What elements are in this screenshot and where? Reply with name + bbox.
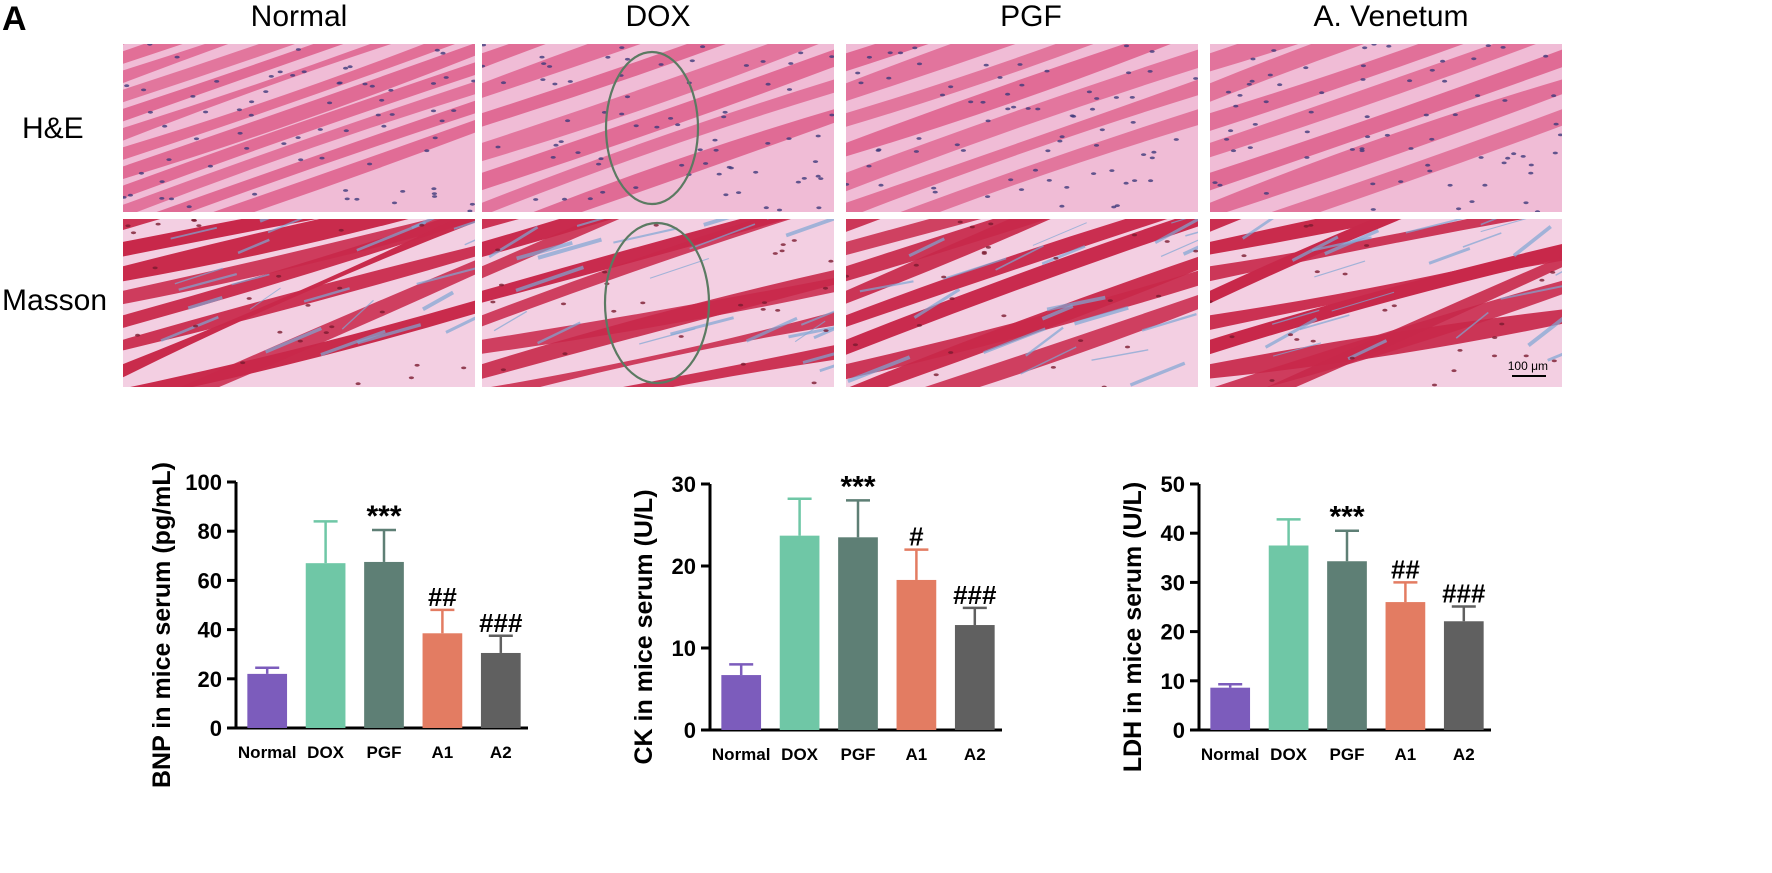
panel-b-y-tick-label: 100 xyxy=(185,470,222,495)
row-header-he: H&E xyxy=(22,112,84,145)
panel-b-y-tick-label: 0 xyxy=(210,716,222,741)
panel-b-y-tick-label: 60 xyxy=(198,568,222,593)
panel-b-y-tick-label: 40 xyxy=(198,618,222,643)
panel-d-y-tick-label: 10 xyxy=(1161,669,1185,694)
panel-c-y-tick-label: 20 xyxy=(672,554,696,579)
panel-d-significance-label: ## xyxy=(1391,554,1420,584)
panel-d-bar-pgf xyxy=(1327,561,1367,730)
panel-c-bar-a2 xyxy=(954,625,995,730)
panel-d-y-tick-label: 20 xyxy=(1161,620,1185,645)
panel-b-x-tick-label: A1 xyxy=(432,743,454,762)
panel-c-x-tick-label: A1 xyxy=(906,745,928,764)
scale-bar-label: 100 μm xyxy=(1507,359,1548,373)
panel-c-bar-normal xyxy=(721,675,762,730)
panel-d-x-tick-label: DOX xyxy=(1270,745,1308,764)
panel-b-bar-normal xyxy=(247,673,288,728)
panel-d-y-tick-label: 40 xyxy=(1161,521,1185,546)
panel-d-bar-dox xyxy=(1268,545,1309,730)
micrograph-he-pgf xyxy=(846,44,1198,212)
panel-b-significance-label: *** xyxy=(366,500,401,533)
panel-c-x-tick-label: DOX xyxy=(781,745,819,764)
row-header-masson: Masson xyxy=(2,284,108,317)
panel-d-y-tick-label: 0 xyxy=(1173,718,1185,743)
panel-d-y-axis-label: LDH in mice serum (U/L) xyxy=(1119,482,1147,772)
panel-d-y-tick-label: 30 xyxy=(1161,570,1185,595)
micrograph-masson-dox xyxy=(482,219,834,387)
panel-c-x-tick-label: Normal xyxy=(712,745,771,764)
column-header-normal: Normal xyxy=(250,0,348,33)
panel-b-bar-a1 xyxy=(422,633,463,728)
micrograph-he-dox xyxy=(482,44,834,212)
panel-c-x-tick-label: A2 xyxy=(964,745,986,764)
panel-d-y-tick-label: 50 xyxy=(1161,472,1185,497)
panel-c-significance-label: *** xyxy=(840,470,875,503)
micrograph-masson-a-venetum: 100 μm xyxy=(1210,219,1562,387)
panel-d-x-tick-label: A2 xyxy=(1453,745,1475,764)
panel-a-letter: A xyxy=(2,0,27,38)
micrograph-masson-pgf xyxy=(846,219,1198,387)
panel-c-y-tick-label: 0 xyxy=(684,718,696,743)
panel-d-x-tick-label: PGF xyxy=(1330,745,1365,764)
panel-c-bar-a1 xyxy=(896,579,937,730)
micrograph-masson-normal xyxy=(123,219,475,387)
panel-b-x-tick-label: A2 xyxy=(490,743,512,762)
panel-d-x-tick-label: A1 xyxy=(1395,745,1417,764)
panel-c-bar-dox xyxy=(779,535,820,730)
scale-bar xyxy=(1512,375,1546,377)
column-header-a-venetum: A. Venetum xyxy=(1313,0,1469,33)
panel-b-y-tick-label: 20 xyxy=(198,667,222,692)
column-header-dox: DOX xyxy=(625,0,691,33)
panel-c-significance-label: ### xyxy=(953,580,997,610)
panel-d-significance-label: ### xyxy=(1442,579,1486,609)
micrograph-he-normal xyxy=(123,44,475,212)
panel-d-significance-label: *** xyxy=(1329,501,1364,534)
panel-d-bar-a2 xyxy=(1443,621,1484,730)
panel-c-y-tick-label: 30 xyxy=(672,472,696,497)
panel-b-y-tick-label: 80 xyxy=(198,519,222,544)
panel-c-x-tick-label: PGF xyxy=(841,745,876,764)
panel-c-y-axis-label: CK in mice serum (U/L) xyxy=(630,489,658,764)
bar-charts: B020406080100BNP in mice serum (pg/mL)No… xyxy=(148,462,1491,788)
panel-c-bar-pgf xyxy=(838,537,878,730)
panel-d-bar-normal xyxy=(1210,687,1251,730)
panel-d-x-tick-label: Normal xyxy=(1201,745,1260,764)
panel-b-significance-label: ## xyxy=(428,582,457,612)
panel-d-bar-a1 xyxy=(1385,602,1426,730)
panel-b-x-tick-label: Normal xyxy=(238,743,297,762)
panel-b-y-axis-label: BNP in mice serum (pg/mL) xyxy=(148,462,176,788)
column-header-pgf: PGF xyxy=(1000,0,1062,33)
panel-b-bar-dox xyxy=(305,563,346,728)
panel-b-x-tick-label: DOX xyxy=(307,743,345,762)
panel-c-significance-label: # xyxy=(909,522,924,552)
panel-b-x-tick-label: PGF xyxy=(367,743,402,762)
panel-b-significance-label: ### xyxy=(479,608,523,638)
micrograph-he-a-venetum xyxy=(1210,44,1562,212)
panel-c-y-tick-label: 10 xyxy=(672,636,696,661)
panel-b-bar-a2 xyxy=(480,652,521,728)
panel-b-bar-pgf xyxy=(364,561,404,728)
